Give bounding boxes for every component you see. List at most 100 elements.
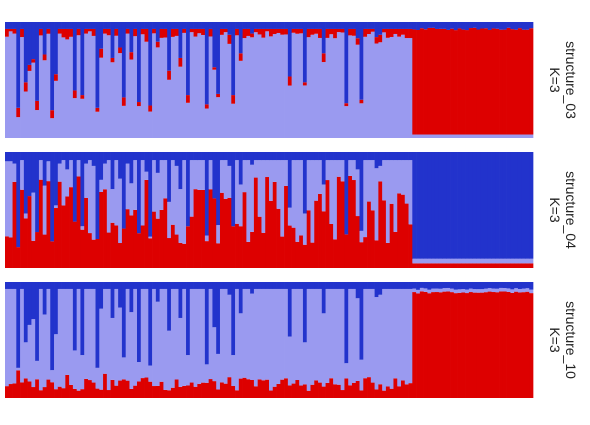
bar-blue-74 [280, 282, 284, 289]
bar-light-55 [209, 160, 213, 189]
bar-blue-86 [326, 282, 330, 289]
bar-blue-125 [473, 152, 477, 259]
bar-blue-72 [273, 282, 277, 289]
bar-light-103 [390, 37, 394, 138]
bar-red-85 [322, 53, 326, 62]
bar-blue-69 [261, 152, 265, 160]
bar-blue-98 [371, 282, 375, 289]
bar-red-96 [363, 29, 367, 37]
bar-blue-52 [197, 152, 201, 160]
bar-blue-64 [243, 22, 247, 29]
bar-blue-34 [129, 282, 133, 312]
bar-blue-28 [107, 282, 111, 289]
bar-light-28 [107, 160, 111, 232]
bar-light-52 [197, 160, 201, 190]
bar-red-25 [96, 389, 100, 398]
bar-blue-127 [480, 282, 484, 289]
bar-blue-62 [235, 152, 239, 160]
bar-blue-78 [295, 22, 299, 29]
bar-blue-48 [182, 282, 186, 289]
bar-light-84 [318, 289, 322, 383]
bar-red-89 [337, 177, 341, 268]
bar-light-70 [265, 160, 269, 177]
bar-blue-9 [35, 282, 39, 361]
bar-red-79 [299, 29, 303, 33]
bar-light-52 [197, 289, 201, 384]
bar-blue-139 [525, 22, 529, 30]
bar-blue-121 [458, 22, 462, 28]
bar-red-101 [382, 391, 386, 398]
bar-blue-8 [31, 22, 35, 59]
bar-red-103 [390, 29, 394, 37]
bar-light-122 [461, 289, 465, 292]
bar-blue-33 [126, 282, 130, 289]
bar-blue-129 [488, 22, 492, 30]
bar-blue-128 [484, 152, 488, 259]
bar-blue-131 [495, 152, 499, 259]
bar-red-10 [39, 180, 43, 268]
bar-blue-34 [129, 152, 133, 183]
bar-red-53 [201, 29, 205, 35]
bar-red-133 [503, 263, 507, 268]
bar-red-121 [458, 293, 462, 398]
bar-red-99 [375, 389, 379, 398]
bar-light-29 [111, 62, 115, 138]
bar-red-104 [393, 29, 397, 34]
panel-label-name: structure_10 [563, 301, 579, 379]
bar-light-99 [375, 297, 379, 389]
bar-light-110 [416, 290, 420, 293]
bar-red-80 [303, 384, 307, 398]
bar-red-1 [5, 386, 9, 398]
bar-light-24 [92, 289, 96, 383]
bar-blue-115 [435, 282, 439, 289]
bar-light-128 [484, 135, 488, 138]
bar-light-94 [356, 45, 360, 138]
bar-blue-101 [382, 152, 386, 160]
bar-blue-51 [194, 282, 198, 289]
bar-red-131 [495, 292, 499, 398]
bar-light-102 [386, 38, 390, 138]
bar-red-84 [318, 29, 322, 38]
bar-red-135 [510, 263, 514, 268]
bar-red-104 [393, 378, 397, 398]
bar-red-70 [265, 29, 269, 31]
bar-red-52 [197, 384, 201, 398]
bar-light-29 [111, 318, 115, 380]
bar-light-42 [160, 38, 164, 138]
bar-light-1 [5, 289, 9, 386]
bar-red-93 [352, 29, 356, 36]
bar-light-114 [431, 289, 435, 292]
bar-red-95 [360, 390, 364, 398]
bar-blue-60 [228, 282, 232, 295]
bar-blue-127 [480, 22, 484, 29]
bar-blue-71 [269, 282, 273, 289]
bar-red-121 [458, 28, 462, 134]
bar-light-129 [488, 259, 492, 264]
bar-light-101 [382, 289, 386, 391]
bar-light-37 [141, 289, 145, 378]
bar-blue-79 [299, 152, 303, 160]
bar-light-84 [318, 160, 322, 194]
bar-blue-15 [58, 282, 62, 289]
bar-light-131 [495, 289, 499, 292]
bar-red-22 [84, 198, 88, 268]
bar-light-43 [163, 160, 167, 198]
bar-light-75 [284, 160, 288, 186]
bar-light-54 [205, 236, 209, 242]
bar-blue-1 [5, 22, 9, 29]
bar-light-52 [197, 33, 201, 138]
bar-light-63 [239, 313, 243, 378]
bar-red-122 [461, 263, 465, 268]
bar-red-31 [118, 48, 122, 54]
bar-red-44 [167, 238, 171, 268]
bar-light-57 [216, 97, 220, 138]
bar-red-69 [261, 29, 265, 38]
bar-blue-83 [314, 152, 318, 160]
bar-blue-47 [178, 282, 182, 318]
bar-light-83 [314, 160, 318, 201]
bar-red-28 [107, 233, 111, 268]
bar-blue-116 [439, 22, 443, 29]
bar-blue-71 [269, 152, 273, 160]
bar-red-88 [333, 384, 337, 398]
bar-light-58 [220, 160, 224, 193]
